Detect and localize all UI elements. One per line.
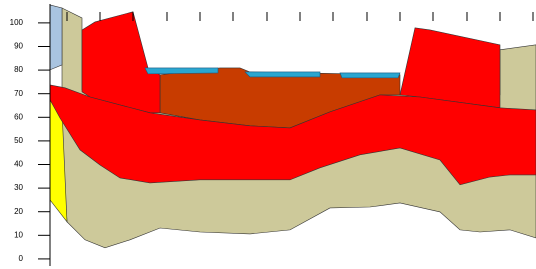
y-tick-label: 40 xyxy=(14,160,23,169)
y-tick-label: 30 xyxy=(14,183,23,192)
chart: 0 10 20 30 40 50 60 70 80 90 100 xyxy=(0,0,536,269)
layer xyxy=(50,5,62,70)
y-tick-label: 10 xyxy=(14,230,23,239)
y-tick-label: 60 xyxy=(14,112,23,121)
y-tick-label: 100 xyxy=(10,18,24,27)
y-tick-label: 20 xyxy=(14,207,23,216)
layer xyxy=(82,12,160,113)
y-tick-label: 50 xyxy=(14,136,23,145)
layer xyxy=(340,73,400,78)
layer xyxy=(145,68,218,74)
y-tick-label: 80 xyxy=(14,65,23,74)
y-tick-label: 0 xyxy=(19,254,24,263)
y-tick-label: 90 xyxy=(14,42,23,51)
layer xyxy=(400,28,500,108)
layer xyxy=(245,72,320,77)
y-tick-label: 70 xyxy=(14,89,23,98)
